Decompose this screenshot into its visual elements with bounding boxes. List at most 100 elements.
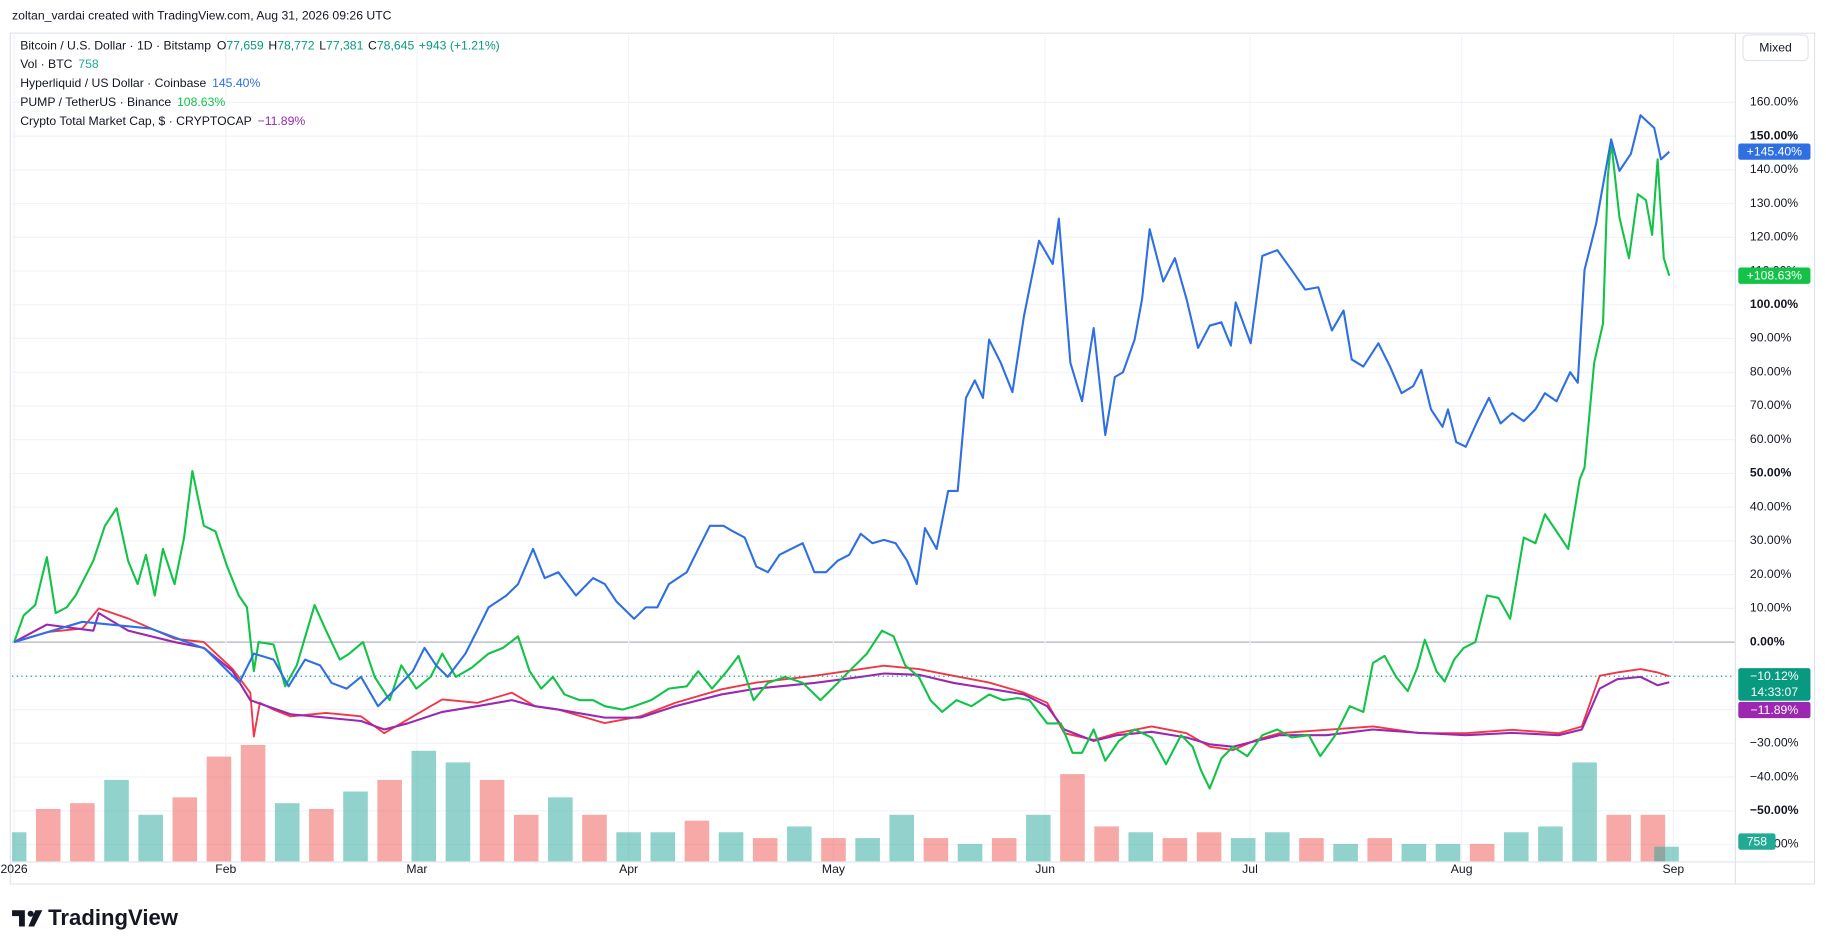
volume-bar — [12, 832, 27, 862]
price-badge — [1738, 267, 1811, 284]
x-tick-label: Jul — [1242, 862, 1258, 876]
volume-bar — [1196, 832, 1222, 862]
volume-bar — [855, 838, 880, 862]
volume-bar — [1162, 838, 1188, 862]
y-tick-label: −40.00% — [1750, 769, 1799, 783]
volume-bar — [411, 750, 437, 862]
price-badge — [1738, 701, 1811, 719]
volume-bar — [650, 832, 676, 862]
price-badge-countdown: 14:33:07 — [1751, 685, 1799, 699]
legend-text: Crypto Total Market Cap, $ · CRYPTOCAP — [20, 114, 252, 128]
volume-badge-label: 758 — [1747, 834, 1768, 848]
legend-text: 77,381 — [326, 39, 364, 53]
legend-row: Vol · BTC 758 — [20, 57, 99, 71]
volume-bar — [343, 791, 368, 862]
legend-text: H — [268, 39, 277, 53]
legend-text: 108.63% — [177, 95, 225, 109]
volume-bar — [1026, 814, 1051, 862]
volume-bar — [479, 779, 505, 862]
volume-bar — [1572, 762, 1597, 862]
legend-text: 78,645 — [377, 39, 415, 53]
volume-bar — [513, 814, 539, 862]
volume-bar — [309, 808, 334, 862]
price-badge-label: +108.63% — [1747, 268, 1803, 282]
brand: TradingView — [48, 905, 179, 930]
y-tick-label: 160.00% — [1750, 95, 1798, 109]
volume-bar — [1060, 774, 1085, 862]
volume-bar — [1265, 832, 1290, 862]
volume-bar — [172, 797, 198, 862]
legend-row: Bitcoin / U.S. Dollar · 1D · Bitstamp O77… — [20, 39, 500, 53]
x-tick-label: Apr — [619, 862, 638, 876]
price-badge-label: +145.40% — [1747, 144, 1803, 158]
volume-bar — [889, 814, 915, 862]
y-tick-label: −30.00% — [1750, 736, 1799, 750]
y-tick-label: 130.00% — [1750, 196, 1798, 210]
y-tick-label: 150.00% — [1750, 128, 1798, 142]
y-tick-label: 120.00% — [1750, 230, 1798, 244]
volume-bar — [718, 832, 744, 862]
legend-text: 145.40% — [212, 76, 260, 90]
x-tick-label: Feb — [215, 862, 236, 876]
legend-text: 77,659 — [226, 39, 264, 53]
volume-bar — [1230, 838, 1256, 862]
volume-bar — [35, 808, 61, 862]
volume-bar — [1504, 832, 1529, 862]
x-tick-label: 2026 — [1, 862, 28, 876]
volume-bar — [957, 843, 983, 862]
legend-text: L — [319, 39, 326, 53]
volume-bar — [991, 838, 1017, 862]
credit: zoltan_vardai created with TradingView.c… — [12, 9, 392, 23]
volume-bar — [377, 779, 402, 862]
legend-text: 758 — [78, 57, 99, 71]
volume-bar — [138, 814, 163, 862]
x-tick-label: Mar — [406, 862, 427, 876]
volume-bar — [104, 779, 129, 862]
y-tick-label: 80.00% — [1750, 364, 1792, 378]
volume-bar — [1128, 832, 1154, 862]
y-tick-label: 40.00% — [1750, 499, 1792, 513]
price-badge-label: −10.12% — [1750, 669, 1799, 683]
x-tick-label: Sep — [1662, 862, 1684, 876]
legend-text: O — [217, 39, 227, 53]
price-badge — [1738, 668, 1811, 701]
volume-bar — [274, 803, 300, 862]
volume-bar — [1435, 843, 1461, 862]
plot-area — [12, 34, 1735, 862]
volume-bar — [1538, 826, 1563, 862]
volume-bar — [240, 744, 266, 862]
x-tick-label: Aug — [1451, 862, 1473, 876]
volume-bar — [1094, 826, 1119, 862]
x-tick-label: May — [822, 862, 846, 876]
volume-bar — [445, 762, 471, 862]
volume-bar — [1401, 843, 1427, 862]
price-badge — [1738, 143, 1811, 160]
y-tick-label: 140.00% — [1750, 162, 1798, 176]
volume-bar — [1606, 814, 1632, 862]
x-tick-label: Jun — [1035, 862, 1055, 876]
y-tick-label: 10.00% — [1750, 601, 1792, 615]
volume-bar — [70, 803, 95, 862]
volume-bar — [1333, 843, 1358, 862]
legend-text: Bitcoin / U.S. Dollar · 1D · Bitstamp — [20, 39, 211, 53]
volume-bar — [616, 832, 641, 862]
y-tick-label: 100.00% — [1750, 297, 1798, 311]
legend-text: 78,772 — [277, 39, 315, 53]
y-tick-label: 70.00% — [1750, 398, 1792, 412]
legend-text: C — [368, 39, 377, 53]
volume-bar — [1654, 846, 1679, 862]
price-badge-label: −11.89% — [1751, 703, 1799, 717]
volume-bar — [752, 838, 778, 862]
y-tick-label: 60.00% — [1750, 432, 1792, 446]
volume-bar — [206, 756, 232, 862]
volume-bar — [787, 826, 812, 862]
legend-row: PUMP / TetherUS · Binance 108.63% — [20, 95, 225, 109]
volume-bar — [548, 797, 573, 862]
scale-mode-label[interactable]: Mixed — [1759, 41, 1792, 55]
legend-text: +943 (+1.21%) — [419, 39, 500, 53]
scale-mode-button[interactable] — [1742, 34, 1809, 62]
volume-bar — [1299, 838, 1324, 862]
legend-text: Hyperliquid / US Dollar · Coinbase — [20, 76, 206, 90]
